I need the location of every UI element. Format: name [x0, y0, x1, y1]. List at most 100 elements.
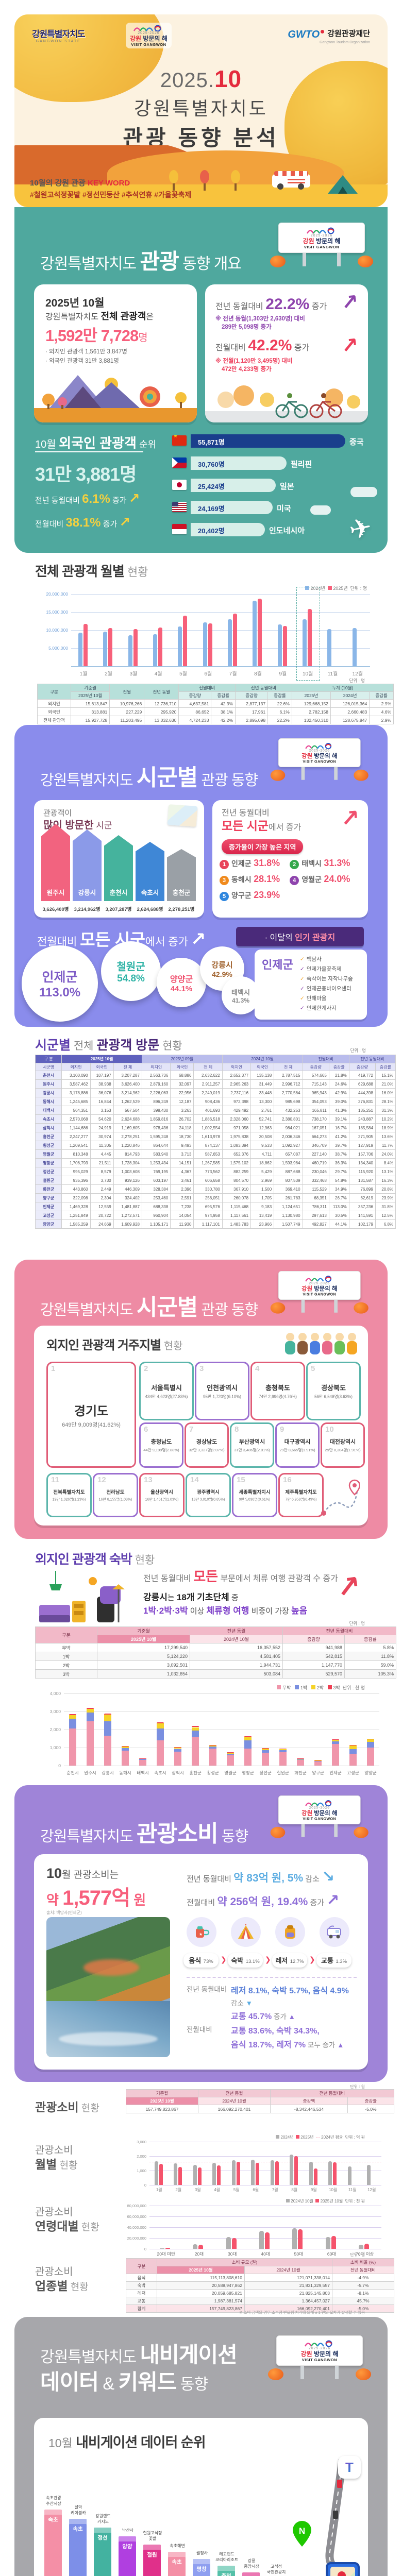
- region-name: 경기도: [74, 1404, 109, 1418]
- region-rank: 2: [144, 1364, 148, 1373]
- status-table-wrap: 기준월 전년 동월 전년 동월대비 2025년 10월 2024년 10월 증감액 증감률 1…: [126, 2089, 395, 2113]
- region-name: 대구광역시: [284, 1439, 311, 1445]
- city-group: 인제군: [327, 1693, 344, 1775]
- stack-seg-3박: [192, 1726, 199, 1727]
- stack-seg-무박: [139, 1760, 146, 1766]
- residence-region-box: 1 경기도 649만 9,009명(41.62%): [46, 1362, 136, 1468]
- city-group: 화천군: [292, 1693, 309, 1775]
- city-label: 속초시: [154, 1770, 166, 1775]
- visited-title-1: 관광객이: [43, 809, 72, 818]
- grid-line: [149, 2227, 381, 2228]
- residence-region-box: 9 대구광역시 29만 8,665명(1.91%): [275, 1422, 320, 1468]
- pumpkin-icon: [354, 1302, 368, 1314]
- bar-2024: [153, 634, 158, 666]
- city-group: 홍천군: [187, 1693, 204, 1775]
- legend-2024-swatch: [305, 586, 310, 590]
- region-value: 434만 4,623명(27.83%): [145, 1394, 188, 1399]
- bar-2024: [253, 601, 257, 666]
- nav-rank-label: 고석정 국민관광지: [266, 2564, 286, 2574]
- top-rate-item: 1 인제군 31.8%: [220, 858, 290, 869]
- gt-icon: ❯: [309, 1955, 315, 1963]
- tree-icon: [200, 170, 209, 191]
- nav-rank-label: 강원랜드 카지노: [95, 2514, 111, 2524]
- stack-seg-무박: [332, 1744, 339, 1766]
- consumption-stats-section: 관광소비 현황 단위 : 원 기준월 전년 동월 전년 동월대비 2025년 10월 202…: [14, 2082, 395, 2317]
- month-label: 4월: [214, 2188, 221, 2192]
- stack-seg-3박: [139, 1758, 146, 1759]
- visited-bar: 원주시: [41, 824, 70, 901]
- bubble-pct: 42.9%: [212, 970, 232, 978]
- bar-2025: [183, 616, 188, 666]
- city-group: 정선군: [257, 1693, 274, 1775]
- top-rate-grid: 1 인제군 31.8% 2 태백시 31.3%3 동해시 28.1% 4 영월군 24.0%…: [220, 858, 363, 906]
- month-group: 2월: [96, 594, 121, 677]
- region-inner: 경기도 649만 9,009명(41.62%): [48, 1401, 135, 1429]
- month-group: 12월: [345, 594, 370, 677]
- visit-logo-main-accent: 강원: [130, 35, 142, 43]
- signboard-panel: 2025-2026 강원 방문의 해 VISIT GANGWON: [278, 1271, 361, 1300]
- lodging-table-wrap: 구분 기준월 전년 동월 전년 동월대비 2025년 10월 2024년 10월 증감량 증감…: [35, 1626, 396, 1679]
- cloud-icon: [350, 487, 377, 497]
- stack-seg-3박: [122, 1746, 129, 1747]
- category-icon-circle: ★: [187, 1917, 216, 1947]
- category-icon-circle: [320, 1917, 349, 1947]
- gangwon-state-logo-sub: GANGWON STATE: [36, 40, 81, 43]
- nav-rank-region: 속초: [172, 2559, 182, 2565]
- stack-seg-3박: [227, 1752, 234, 1753]
- visit-logo-main-rest: 방문의 해: [312, 1285, 338, 1292]
- 레저-icon: [281, 1923, 299, 1941]
- stack-seg-1박: [139, 1759, 146, 1760]
- consumption-yoy-arrow-icon: ↘: [322, 1868, 335, 1885]
- region-value: 9만 5,030명(0.61%): [239, 1498, 271, 1502]
- region-name: 광주광역시: [197, 1489, 220, 1496]
- bar-2024: [178, 626, 182, 666]
- report-date: 2025.10: [14, 65, 388, 93]
- flag-jp-icon: [172, 480, 187, 490]
- region-name: 전북특별자치도: [53, 1489, 85, 1496]
- popular-item: ✓ 만해마을: [300, 995, 327, 1002]
- stack-seg-2박: [69, 1715, 76, 1719]
- signboard-panel: 2025-2026 강원 방문의 해 VISIT GANGWON: [276, 2335, 363, 2366]
- month-group: 5월: [171, 594, 195, 677]
- visit-gangwon-logo: 2025-2026 강원 방문의 해 VISIT GANGWON: [279, 2340, 360, 2362]
- region-inner: 대전광역시 29만 8,304명(1.91%): [322, 1437, 363, 1453]
- region-value: 649만 9,009명(41.62%): [62, 1422, 121, 1428]
- y-tick-label: 0: [144, 2183, 146, 2188]
- tmap-logo: T: [338, 2456, 361, 2479]
- region-rank: 7: [189, 1425, 194, 1434]
- yoy-increase-title: 전년 동월대비 모든 시군에서 증가: [222, 809, 301, 833]
- report-title-region: 강원특별자치도: [134, 98, 268, 119]
- stack-seg-1박: [349, 1749, 357, 1754]
- visit-logo-arcs-icon: [281, 742, 358, 750]
- month-group: 4월: [146, 594, 171, 677]
- total-bullet-1: · 외지인 관광객 1,561만 3,847명: [45, 349, 127, 355]
- foreign-rank-bar: 55,871명: [191, 434, 345, 448]
- bar-2024: [327, 629, 332, 666]
- bar-2024: [103, 632, 108, 666]
- detail-mom: 전월대비 교통 83.6%, 숙박 34.3%, 음식 18.7%, 레저 7% 모…: [187, 2026, 344, 2050]
- age-group: 30대: [216, 2206, 249, 2257]
- visit-gangwon-logo: 2025-2026 강원 방문의 해 VISIT GANGWON: [281, 1275, 358, 1297]
- lodging-line1: 전년 동월대비 모든 부문에서 체류 여행 관광객 수 증가: [143, 1569, 338, 1584]
- category-icon-circle: [231, 1917, 261, 1947]
- gt-icon: ❯: [265, 1955, 271, 1963]
- age-label: 70대 이상: [356, 2251, 374, 2257]
- pumpkin-icon: [270, 770, 286, 782]
- region-rank: 5: [311, 1364, 315, 1373]
- room-illustration: [35, 1571, 133, 1628]
- region-value: 29만 8,304명(1.91%): [325, 1448, 361, 1452]
- y-tick-label: 15,000,000: [46, 609, 68, 615]
- bar-2025: [333, 2162, 337, 2185]
- foreign-mom-arrow-icon: ↗: [119, 514, 131, 530]
- bar-2025: [308, 609, 312, 666]
- region-name: 서울특별시: [151, 1384, 182, 1392]
- age-label: 60대: [327, 2251, 337, 2257]
- month-group: 2월: [169, 2142, 189, 2192]
- region-rank: 1: [51, 1364, 56, 1373]
- sigun-table-wrap: 구 분 2025년 10월 2025년 09월 2024년 10월 전월대비 전년 동월대…: [35, 1055, 396, 1229]
- nav-rank-bar: 철원: [143, 2545, 161, 2576]
- visit-logo-main-rest: 방문의 해: [141, 35, 167, 43]
- sigun-band-title: 강원특별자치도 시군별 관광 동향: [40, 765, 258, 790]
- age-group: 40대: [249, 2206, 282, 2257]
- stack-seg-1박: [297, 1759, 304, 1760]
